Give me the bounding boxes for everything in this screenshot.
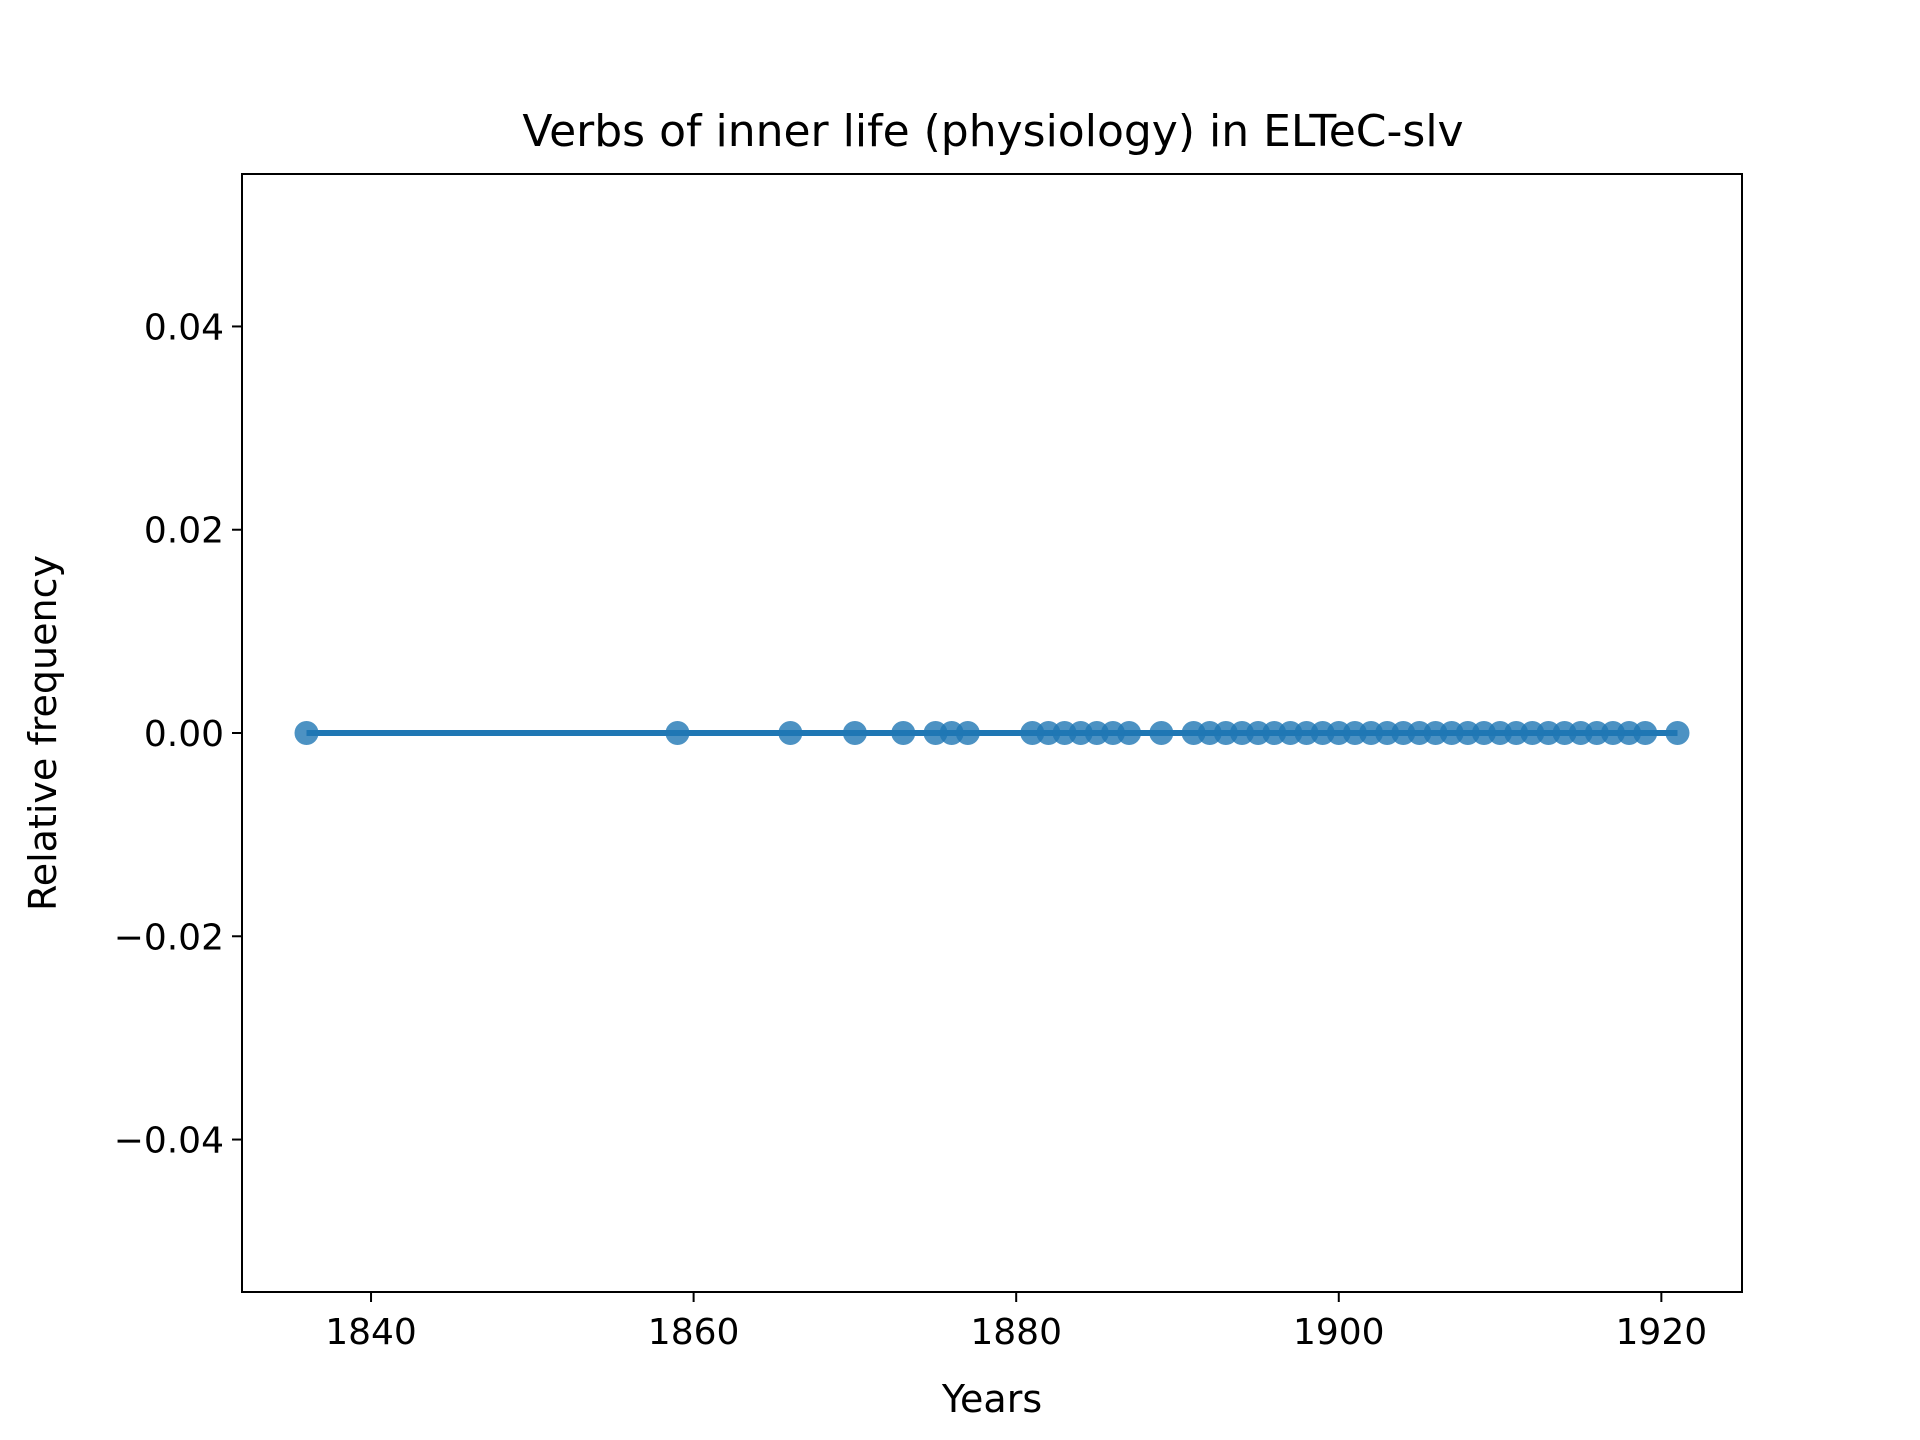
x-tick-label: 1920 — [1616, 1312, 1708, 1353]
y-axis-label: Relative frequency — [21, 555, 65, 911]
y-tick-label: 0.04 — [144, 307, 224, 348]
plot-frame — [241, 173, 1743, 1293]
data-point — [891, 721, 916, 745]
data-point — [665, 721, 690, 745]
x-tick-label: 1840 — [325, 1312, 417, 1353]
x-axis: 1840 1860 1880 1900 1920 — [325, 1292, 1707, 1353]
plot-area — [294, 721, 1690, 745]
data-point — [1149, 721, 1174, 745]
y-tick-label: −0.04 — [114, 1121, 224, 1162]
data-point — [1665, 721, 1690, 745]
x-tick-label: 1900 — [1293, 1312, 1385, 1353]
chart-title: Verbs of inner life (physiology) in ELTe… — [522, 106, 1463, 157]
y-tick-label: −0.02 — [114, 917, 224, 958]
data-point — [955, 721, 980, 745]
data-point — [1633, 721, 1658, 745]
x-axis-label: Years — [941, 1377, 1042, 1421]
data-point — [778, 721, 803, 745]
data-point — [1117, 721, 1142, 745]
y-axis: 0.04 0.02 0.00 −0.02 −0.04 — [114, 307, 242, 1162]
y-tick-label: 0.02 — [144, 511, 224, 552]
x-tick-label: 1880 — [970, 1312, 1062, 1353]
x-tick-label: 1860 — [648, 1312, 740, 1353]
data-point — [294, 721, 319, 745]
data-point — [842, 721, 867, 745]
y-tick-label: 0.00 — [144, 714, 224, 755]
